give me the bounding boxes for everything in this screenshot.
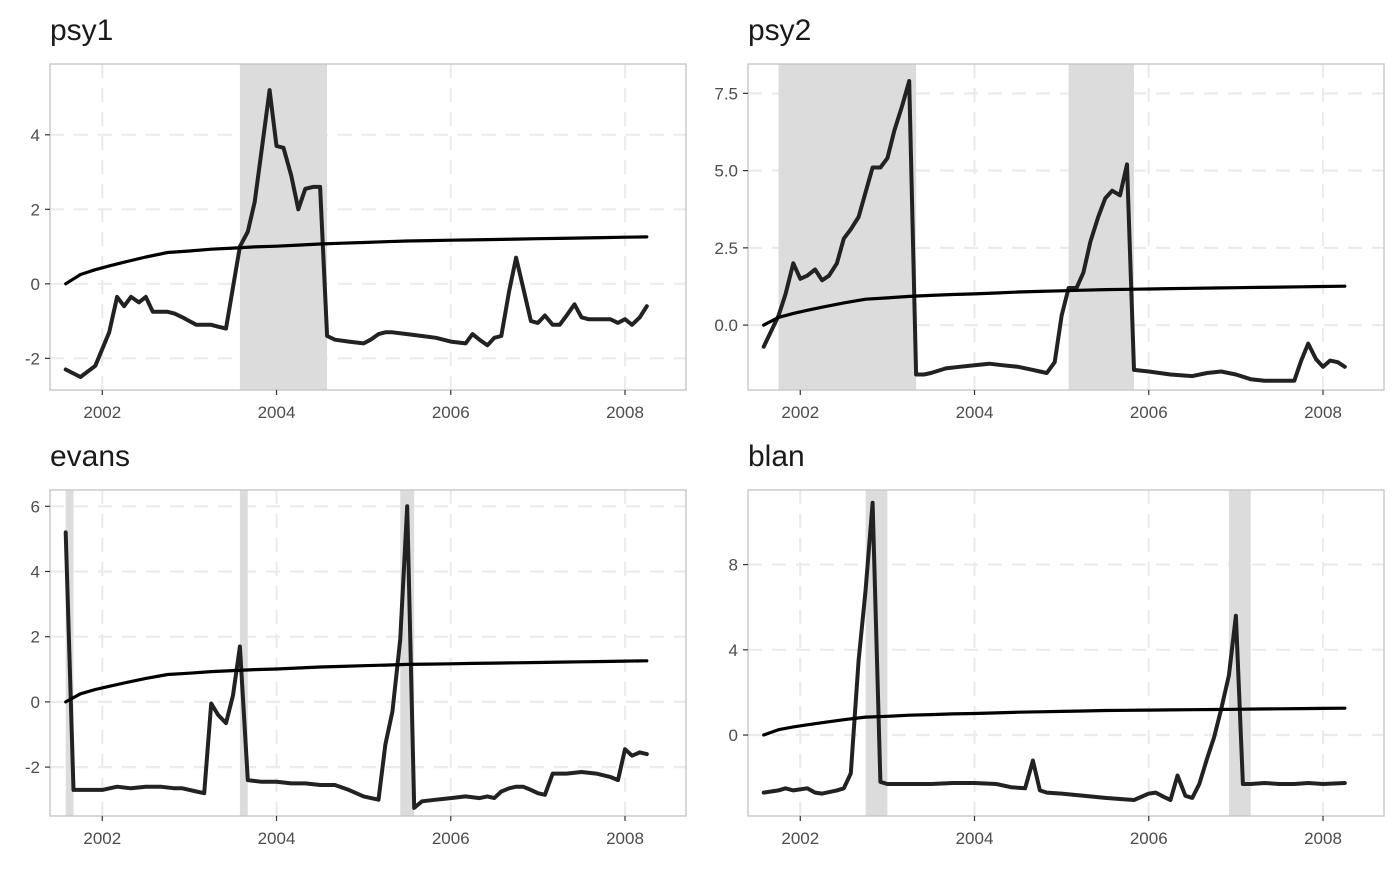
shaded-period [239, 490, 248, 816]
statistic-line [63, 504, 649, 810]
y-tick-label: 4 [31, 563, 40, 582]
panel-border [747, 489, 1385, 817]
statistic-line [761, 500, 1347, 802]
y-tick-label: 4 [31, 126, 40, 145]
x-tick-label: 2002 [781, 403, 819, 422]
y-tick-label: 7.5 [714, 84, 738, 103]
panel-psy2: psy2 0.0 2.5 5.0 7.5 2002 2004 2006 2008 [714, 14, 1385, 422]
panel-border [747, 63, 1385, 391]
x-tick-label: 2006 [432, 829, 470, 848]
facet-title: psy2 [748, 14, 811, 47]
x-tick-label: 2004 [258, 403, 296, 422]
y-tick-label: 2 [31, 200, 40, 219]
x-tick-label: 2006 [1130, 403, 1168, 422]
shaded-period [239, 64, 328, 390]
statistic-line [63, 88, 649, 379]
y-tick-label: 6 [31, 497, 40, 516]
y-tick-label: 8 [729, 556, 738, 575]
y-tick-label: -2 [25, 349, 40, 368]
x-tick-label: 2008 [606, 403, 644, 422]
x-tick-label: 2006 [432, 403, 470, 422]
critical-value-line [762, 706, 1347, 737]
x-tick-label: 2004 [258, 829, 296, 848]
y-tick-label: 2.5 [714, 239, 738, 258]
critical-value-line [762, 284, 1347, 327]
facet-title: psy1 [50, 14, 113, 47]
panel-psy1: psy1 -2 0 2 4 2002 2004 2006 2008 [25, 14, 687, 422]
statistic-line [761, 79, 1347, 383]
facet-title: evans [50, 440, 130, 473]
y-tick-label: 0 [729, 726, 738, 745]
x-tick-label: 2008 [1304, 403, 1342, 422]
x-tick-label: 2004 [956, 403, 994, 422]
shaded-period [778, 64, 917, 390]
x-tick-label: 2006 [1130, 829, 1168, 848]
x-tick-label: 2002 [83, 403, 121, 422]
critical-value-line [64, 659, 649, 704]
y-tick-label: -2 [25, 758, 40, 777]
facet-title: blan [748, 440, 805, 473]
panel-border [49, 489, 687, 817]
x-tick-label: 2008 [1304, 829, 1342, 848]
critical-value-line [64, 235, 649, 286]
y-tick-label: 0 [31, 275, 40, 294]
panel-border [49, 63, 687, 391]
y-tick-label: 0.0 [714, 316, 738, 335]
x-tick-label: 2002 [781, 829, 819, 848]
y-tick-label: 4 [729, 641, 738, 660]
x-tick-label: 2004 [956, 829, 994, 848]
y-tick-label: 5.0 [714, 162, 738, 181]
y-tick-label: 2 [31, 628, 40, 647]
shaded-period [1068, 64, 1134, 390]
panel-blan: blan 0 4 8 2002 2004 2006 2008 [729, 440, 1385, 848]
shaded-period [1228, 490, 1251, 816]
panel-evans: evans -2 0 2 4 6 2002 2004 2006 2008 [25, 440, 687, 848]
x-tick-label: 2002 [83, 829, 121, 848]
y-tick-label: 0 [31, 693, 40, 712]
x-tick-label: 2008 [606, 829, 644, 848]
